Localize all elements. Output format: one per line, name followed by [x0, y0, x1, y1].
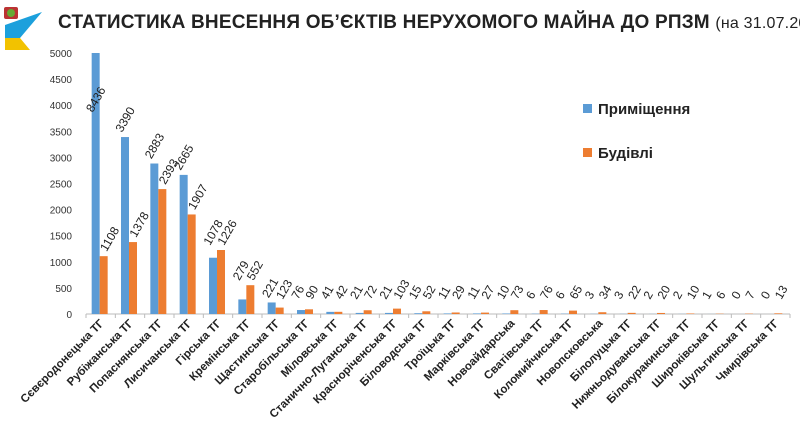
- y-tick-label: 1000: [50, 258, 73, 269]
- data-label: 3390: [112, 104, 138, 134]
- bar-buildings: [539, 310, 548, 314]
- bar-premises: [150, 163, 159, 314]
- data-label: 42: [332, 283, 351, 302]
- data-label: 552: [244, 258, 266, 283]
- data-label: 29: [449, 283, 468, 302]
- data-label: 20: [654, 283, 673, 302]
- bar-buildings: [422, 311, 431, 314]
- data-label: 6: [713, 288, 729, 301]
- bar-premises: [355, 312, 364, 314]
- page-title: СТАТИСТИКА ВНЕСЕННЯ ОБ’ЄКТІВ НЕРУХОМОГО …: [58, 12, 800, 34]
- data-label: 22: [625, 283, 644, 302]
- bar-premises: [385, 312, 393, 314]
- bar-buildings: [627, 312, 636, 314]
- bar-buildings: [99, 256, 108, 314]
- data-label: 15: [406, 283, 425, 302]
- data-label: 34: [596, 283, 615, 302]
- bar-buildings: [569, 310, 577, 314]
- data-label: 1378: [126, 209, 152, 239]
- data-label: 41: [318, 283, 337, 302]
- y-tick-label: 1500: [50, 232, 73, 243]
- data-label: 8436: [83, 84, 109, 114]
- bar-premises: [267, 302, 276, 314]
- bar-buildings: [657, 312, 665, 314]
- legend-label: Приміщення: [598, 101, 690, 118]
- data-label: 72: [361, 283, 380, 302]
- bar-buildings: [686, 313, 695, 314]
- y-tick-label: 3500: [50, 127, 73, 138]
- data-label: 2665: [171, 142, 197, 172]
- data-label: 1907: [185, 182, 211, 212]
- y-tick-label: 3000: [50, 153, 73, 164]
- data-label: 10: [684, 283, 703, 302]
- data-label: 7: [742, 288, 758, 301]
- data-label: 21: [347, 283, 366, 302]
- bar-premises: [414, 313, 423, 314]
- legend-swatch-1: [583, 148, 592, 157]
- bar-premises: [179, 174, 188, 314]
- data-label: 76: [288, 283, 307, 302]
- legend-swatch-0: [583, 104, 592, 113]
- data-label: 90: [302, 283, 321, 302]
- bar-premises: [473, 313, 481, 314]
- bar-premises: [502, 313, 511, 314]
- y-tick-label: 4000: [50, 101, 73, 112]
- bar-buildings: [275, 307, 284, 314]
- bar-premises: [209, 257, 217, 314]
- y-tick-label: 0: [66, 310, 72, 321]
- bar-buildings: [246, 285, 255, 314]
- luhansk-region-logo: [4, 7, 42, 50]
- data-label: 2883: [142, 131, 168, 161]
- y-tick-label: 5000: [50, 49, 73, 60]
- data-label: 21: [376, 283, 395, 302]
- bar-premises: [121, 137, 129, 314]
- data-label: 73: [508, 283, 527, 302]
- y-tick-label: 2500: [50, 180, 73, 191]
- bar-premises: [297, 310, 305, 314]
- bar-buildings: [158, 189, 167, 314]
- data-label: 65: [566, 283, 585, 302]
- bar-buildings: [510, 310, 519, 314]
- data-label: 10: [494, 283, 513, 302]
- bar-premises: [91, 53, 100, 314]
- bar-buildings: [393, 308, 401, 314]
- bar-buildings: [129, 242, 137, 314]
- bar-buildings: [187, 214, 196, 314]
- y-tick-label: 4500: [50, 75, 73, 86]
- bar-buildings: [598, 312, 607, 314]
- bar-premises: [443, 313, 452, 314]
- data-label: 52: [420, 283, 439, 302]
- y-tick-label: 2000: [50, 206, 73, 217]
- bar-buildings: [451, 312, 460, 314]
- page-subtitle: (на 31.07.2023): [715, 15, 800, 32]
- legend-label: Будівлі: [598, 145, 653, 162]
- data-label: 76: [537, 283, 556, 302]
- bar-buildings: [334, 311, 343, 314]
- bar-buildings: [217, 250, 225, 314]
- bar-buildings: [305, 309, 313, 314]
- bar-buildings: [363, 310, 372, 314]
- bar-premises: [326, 311, 335, 314]
- data-label: 1108: [97, 224, 122, 254]
- bar-buildings: [481, 312, 489, 314]
- data-label: 13: [772, 283, 791, 302]
- y-tick-label: 500: [55, 284, 72, 295]
- data-label: 27: [478, 283, 497, 302]
- bar-premises: [238, 299, 247, 314]
- bar-buildings: [774, 313, 783, 314]
